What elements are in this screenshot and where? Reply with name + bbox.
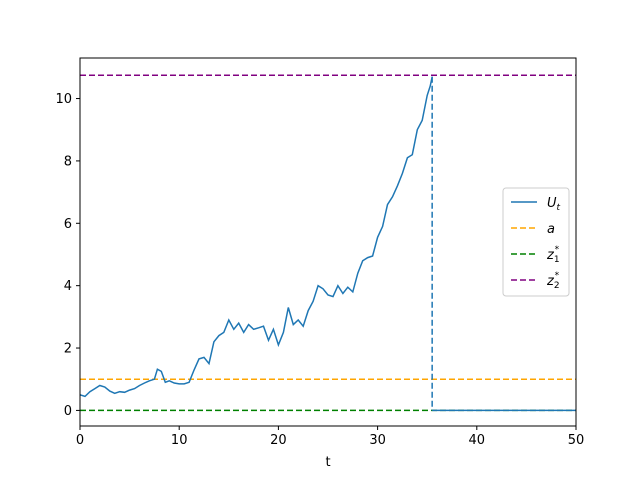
- legend-label: Ut: [547, 196, 561, 213]
- axis-ticks: 0 10 20 30 40 50 0 2 4 6 8 10: [55, 92, 584, 448]
- y-tick-label: 2: [64, 342, 72, 357]
- x-tick-label: 30: [369, 433, 386, 448]
- legend-label: a: [547, 222, 555, 237]
- legend: Ut a z1* z2*: [502, 187, 570, 297]
- legend-box: [502, 187, 570, 297]
- series-line-ut: [79, 76, 433, 398]
- y-tick-label: 6: [64, 217, 72, 232]
- legend-label: z2*: [546, 271, 560, 291]
- x-tick-label: 10: [171, 433, 188, 448]
- x-tick-label: 50: [568, 433, 585, 448]
- y-tick-label: 0: [64, 404, 72, 419]
- x-tick-label: 40: [469, 433, 486, 448]
- x-tick-label: 0: [76, 433, 84, 448]
- y-tick-label: 10: [55, 92, 72, 107]
- x-tick-label: 20: [270, 433, 287, 448]
- x-axis-label: t: [325, 455, 330, 470]
- axes-frame: [79, 57, 577, 427]
- legend-label: z1*: [546, 245, 560, 265]
- y-tick-label: 8: [64, 154, 72, 169]
- y-tick-label: 4: [64, 279, 72, 294]
- plot-area: [79, 74, 576, 412]
